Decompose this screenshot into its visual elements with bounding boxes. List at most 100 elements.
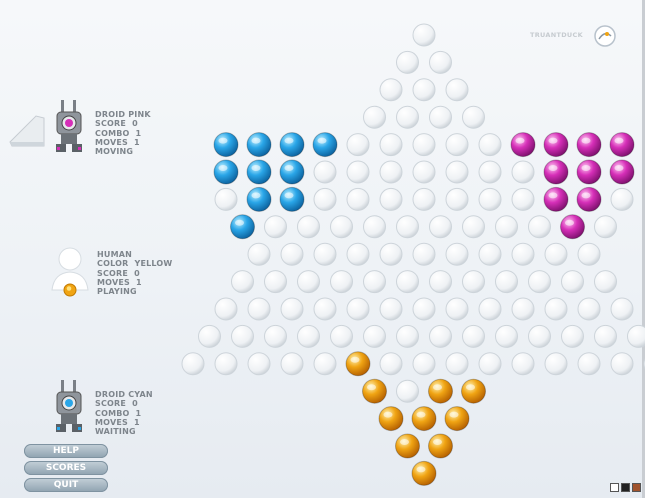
board-hole[interactable] — [412, 160, 436, 184]
board-hole[interactable] — [379, 352, 403, 376]
board-hole[interactable] — [445, 187, 469, 211]
board-hole[interactable] — [379, 78, 403, 102]
board-hole[interactable] — [396, 215, 419, 239]
board-hole[interactable] — [412, 352, 436, 376]
board-hole[interactable] — [330, 324, 353, 348]
board-hole[interactable] — [297, 270, 320, 294]
marble-pink[interactable] — [576, 186, 602, 212]
board-hole[interactable] — [346, 297, 370, 321]
board-hole[interactable] — [610, 187, 634, 211]
board-hole[interactable] — [247, 297, 271, 321]
marble-yellow[interactable] — [362, 378, 387, 404]
board-hole[interactable] — [594, 270, 617, 294]
board-hole[interactable] — [478, 187, 502, 211]
board-hole[interactable] — [511, 297, 535, 321]
marble-yellow[interactable] — [461, 378, 486, 404]
board-hole[interactable] — [412, 297, 436, 321]
board-hole[interactable] — [412, 187, 436, 211]
board-hole[interactable] — [577, 352, 601, 376]
board-hole[interactable] — [313, 187, 337, 211]
marble-yellow[interactable] — [378, 406, 404, 432]
board-hole[interactable] — [379, 242, 403, 266]
board-hole[interactable] — [544, 297, 568, 321]
marble-yellow[interactable] — [411, 406, 437, 432]
board-hole[interactable] — [231, 270, 254, 294]
board-hole[interactable] — [445, 242, 469, 266]
help-button[interactable]: HELP — [24, 444, 108, 458]
board-hole[interactable] — [363, 215, 386, 239]
board-hole[interactable] — [181, 352, 205, 376]
board-hole[interactable] — [462, 105, 485, 129]
board-hole[interactable] — [214, 352, 238, 376]
board-hole[interactable] — [396, 50, 419, 74]
marble-cyan[interactable] — [246, 159, 272, 185]
board-hole[interactable] — [231, 324, 254, 348]
quit-button[interactable]: QUIT — [24, 478, 108, 492]
marble-pink[interactable] — [543, 132, 569, 158]
board-hole[interactable] — [429, 105, 452, 129]
board-hole[interactable] — [247, 352, 271, 376]
board-hole[interactable] — [610, 297, 634, 321]
board-hole[interactable] — [363, 105, 386, 129]
marble-cyan[interactable] — [312, 132, 338, 158]
board-hole[interactable] — [462, 270, 485, 294]
marble-cyan[interactable] — [246, 132, 272, 158]
board-hole[interactable] — [247, 242, 271, 266]
board-hole[interactable] — [346, 133, 370, 157]
board-hole[interactable] — [412, 133, 436, 157]
board-hole[interactable] — [198, 324, 221, 348]
board-hole[interactable] — [363, 324, 386, 348]
board-hole[interactable] — [346, 187, 370, 211]
board-hole[interactable] — [214, 187, 238, 211]
board-hole[interactable] — [396, 270, 419, 294]
marble-pink[interactable] — [543, 186, 569, 212]
board-hole[interactable] — [264, 215, 287, 239]
marble-cyan[interactable] — [279, 159, 305, 185]
board-hole[interactable] — [445, 352, 469, 376]
board-hole[interactable] — [330, 215, 353, 239]
board-hole[interactable] — [297, 324, 320, 348]
board-hole[interactable] — [264, 270, 287, 294]
board-hole[interactable] — [445, 78, 469, 102]
board-hole[interactable] — [363, 270, 386, 294]
marble-cyan[interactable] — [279, 132, 305, 158]
board-hole[interactable] — [544, 242, 568, 266]
board-hole[interactable] — [429, 50, 452, 74]
marble-pink[interactable] — [510, 132, 536, 158]
board-hole[interactable] — [280, 242, 304, 266]
marble-cyan[interactable] — [246, 186, 272, 212]
board-hole[interactable] — [544, 352, 568, 376]
marble-pink[interactable] — [543, 159, 569, 185]
board-hole[interactable] — [330, 270, 353, 294]
board-hole[interactable] — [478, 297, 502, 321]
board-hole[interactable] — [313, 352, 337, 376]
board-hole[interactable] — [280, 352, 304, 376]
board-hole[interactable] — [577, 242, 601, 266]
board-hole[interactable] — [379, 133, 403, 157]
board-hole[interactable] — [478, 242, 502, 266]
board-hole[interactable] — [264, 324, 287, 348]
scores-button[interactable]: SCORES — [24, 461, 108, 475]
color-swatch-black[interactable] — [621, 483, 630, 492]
marble-cyan[interactable] — [230, 214, 255, 240]
marble-yellow[interactable] — [444, 406, 470, 432]
color-swatch-brown[interactable] — [632, 483, 641, 492]
marble-pink[interactable] — [576, 159, 602, 185]
marble-cyan[interactable] — [279, 186, 305, 212]
board-hole[interactable] — [610, 352, 634, 376]
board-hole[interactable] — [627, 324, 645, 348]
board-hole[interactable] — [346, 160, 370, 184]
board-hole[interactable] — [412, 78, 436, 102]
marble-yellow[interactable] — [428, 433, 453, 459]
board-hole[interactable] — [462, 215, 485, 239]
board-hole[interactable] — [511, 352, 535, 376]
board-hole[interactable] — [511, 187, 535, 211]
marble-pink[interactable] — [609, 159, 635, 185]
board-hole[interactable] — [561, 270, 584, 294]
board-hole[interactable] — [379, 160, 403, 184]
board-hole[interactable] — [495, 324, 518, 348]
board-hole[interactable] — [379, 297, 403, 321]
board-hole[interactable] — [577, 297, 601, 321]
board-hole[interactable] — [561, 324, 584, 348]
board-hole[interactable] — [313, 160, 337, 184]
